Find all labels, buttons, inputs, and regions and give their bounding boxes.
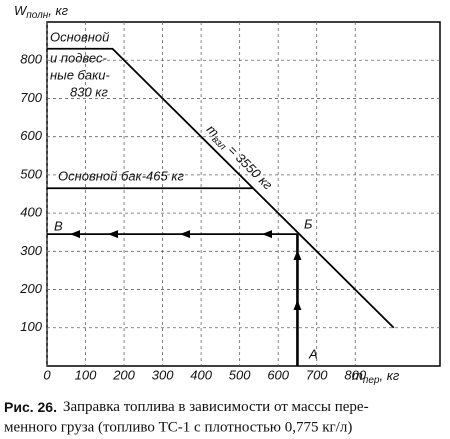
- x-tick-label: 700: [306, 367, 328, 382]
- series-line: [47, 47, 395, 329]
- y-tick-label: 200: [19, 281, 42, 296]
- x-tick-label: 200: [112, 367, 135, 382]
- annotation: Основной бак-465 кг: [58, 168, 184, 183]
- y-tick-label: 700: [20, 90, 42, 105]
- y-label-sub: полн: [26, 10, 48, 21]
- x-axis-label: mпер, кг: [352, 368, 400, 385]
- plot-frame: [46, 21, 441, 367]
- y-tick-label: 400: [20, 205, 42, 220]
- y-tick-label: 100: [20, 319, 42, 334]
- caption-text: Заправка топлива в зависимости от массы …: [63, 399, 369, 415]
- annotation: Основной: [50, 29, 109, 44]
- annotation: В: [54, 218, 63, 233]
- x-tick-label: 100: [75, 367, 97, 382]
- y-axis-label: Wполн, кг: [14, 3, 69, 20]
- arrowhead: [70, 230, 80, 239]
- caption-text: менного груза (топливо ТС-1 с плотностью…: [4, 419, 352, 435]
- x-tick-label: 600: [267, 367, 289, 382]
- y-tick-label: 500: [20, 166, 42, 181]
- annotation: mвзл = 3550 кг: [202, 122, 276, 195]
- x-label-unit: , кг: [379, 368, 399, 383]
- y-tick-label: 800: [20, 52, 42, 67]
- arrowhead: [108, 230, 118, 239]
- y-label-unit: , кг: [48, 3, 68, 18]
- y-tick-label: 300: [20, 243, 42, 258]
- arrowhead: [293, 300, 302, 310]
- x-tick-label: 400: [190, 367, 212, 382]
- arrowhead: [293, 250, 302, 260]
- annotation: и подвес-: [50, 50, 107, 65]
- annotation: ные баки-: [50, 67, 110, 82]
- x-label-sub: пер: [363, 375, 380, 386]
- y-tick-label: 600: [20, 128, 42, 143]
- annotation: 830 кг: [70, 84, 108, 99]
- x-tick-label: 0: [43, 367, 51, 382]
- arrowhead: [262, 230, 272, 239]
- x-tick-label: 800: [344, 367, 366, 382]
- caption-line: Рис. 26. Заправка топлива в зависимости о…: [4, 399, 369, 416]
- arrowhead: [180, 230, 190, 239]
- caption-label: Рис. 26.: [4, 399, 57, 415]
- annotation: A: [308, 346, 318, 361]
- x-tick-label: 300: [152, 367, 174, 382]
- y-label-symbol: W: [14, 3, 28, 18]
- x-label-symbol: m: [352, 368, 363, 383]
- annotation: Б: [304, 216, 313, 231]
- x-tick-label: 500: [229, 367, 251, 382]
